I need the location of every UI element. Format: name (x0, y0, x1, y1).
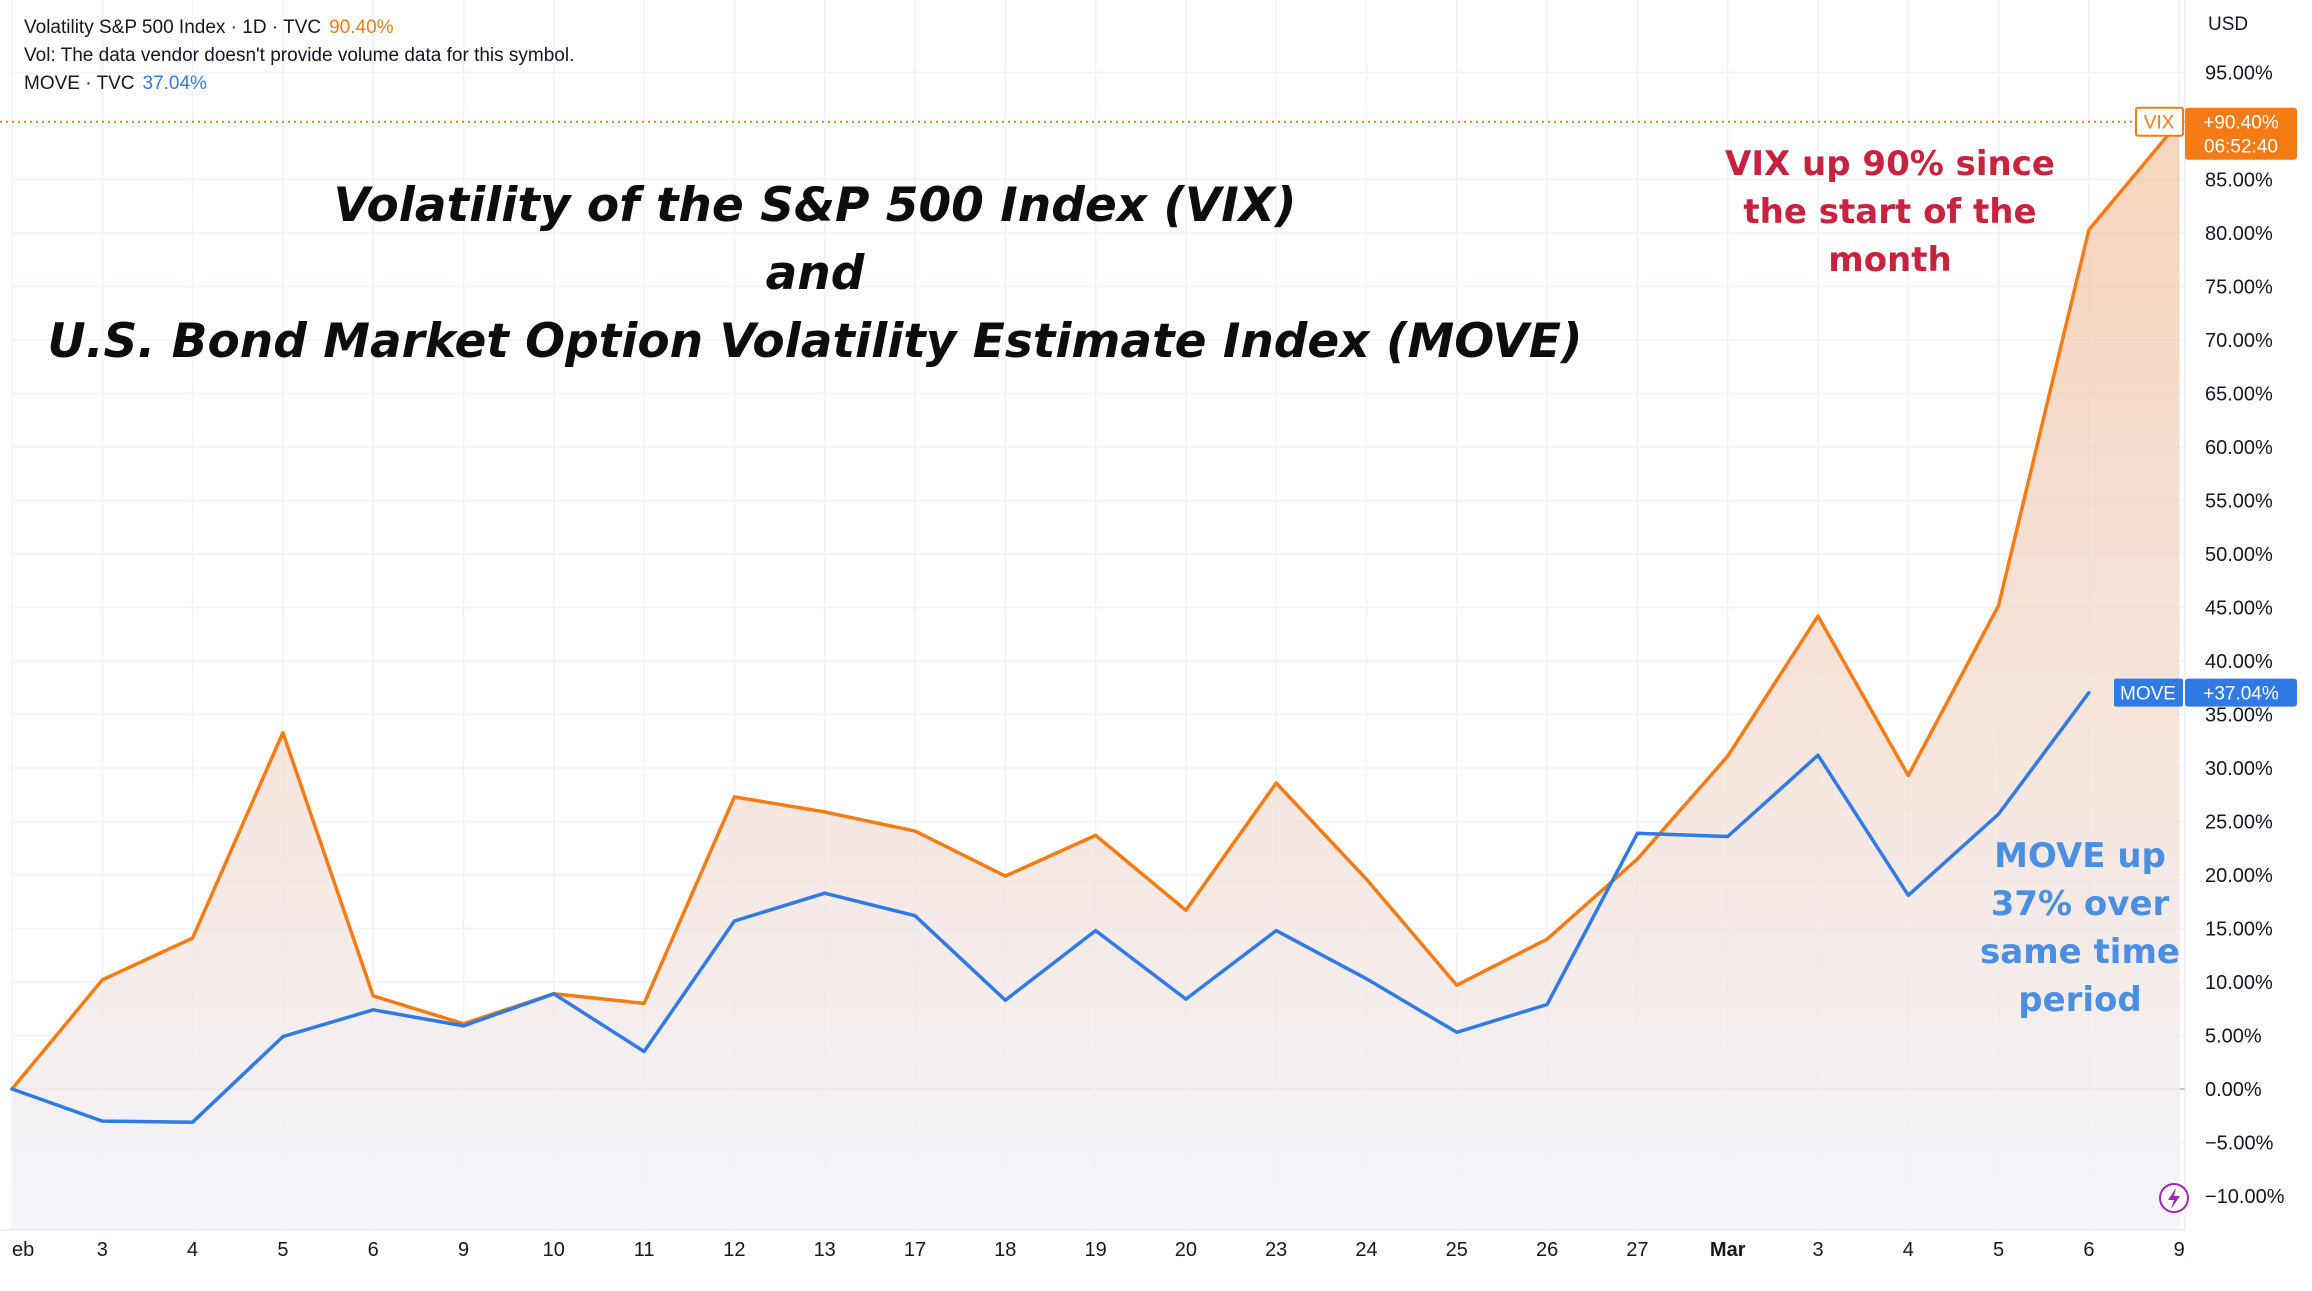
y-tick-label: 35.00% (2205, 705, 2273, 727)
y-tick-label: 85.00% (2205, 170, 2273, 192)
vix-note-line: the start of the (1680, 188, 2100, 236)
legend-vix-value: 90.40% (329, 17, 393, 38)
title-line-3: U.S. Bond Market Option Volatility Estim… (40, 308, 1590, 376)
chart-title: Volatility of the S&P 500 Index (VIX) an… (40, 172, 1590, 376)
move-price-label: +37.04% (2203, 684, 2279, 705)
legend-move-label: MOVE · TVC (24, 73, 135, 94)
y-tick-label: 55.00% (2205, 491, 2273, 513)
x-tick-label: 4 (187, 1239, 198, 1261)
y-tick-label: 30.00% (2205, 758, 2273, 780)
move-note-line: MOVE up (1935, 832, 2225, 880)
legend-move-row[interactable]: MOVE · TVC 37.04% (24, 70, 574, 98)
move-tag-label: MOVE (2120, 684, 2176, 705)
legend-move-value: 37.04% (143, 73, 207, 94)
y-tick-label: 50.00% (2205, 544, 2273, 566)
title-line-1: Volatility of the S&P 500 Index (VIX) (40, 172, 1590, 240)
vix-note-line: month (1680, 236, 2100, 284)
vix-note-line: VIX up 90% since (1680, 140, 2100, 188)
vix-annotation: VIX up 90% since the start of the month (1680, 140, 2100, 284)
x-tick-label: 19 (1084, 1239, 1106, 1261)
y-tick-label: 45.00% (2205, 598, 2273, 620)
y-tick-label: 5.00% (2205, 1026, 2262, 1048)
vix-tag-label: VIX (2144, 113, 2175, 134)
x-tick-label: 23 (1265, 1239, 1287, 1261)
x-tick-label: 9 (2174, 1239, 2185, 1261)
x-tick-label: 24 (1355, 1239, 1377, 1261)
x-tick-label: 12 (723, 1239, 745, 1261)
x-tick-label: 18 (994, 1239, 1016, 1261)
legend-vix-row[interactable]: Volatility S&P 500 Index · 1D · TVC 90.40… (24, 14, 574, 42)
x-tick-label: 3 (97, 1239, 108, 1261)
x-tick-label: 27 (1626, 1239, 1648, 1261)
event-icon[interactable] (2160, 1184, 2188, 1212)
y-tick-label: 75.00% (2205, 277, 2273, 299)
x-tick-label: 13 (814, 1239, 836, 1261)
y-tick-label: 70.00% (2205, 330, 2273, 352)
legend-vol-label: Vol: The data vendor doesn't provide vol… (24, 45, 574, 66)
y-tick-label: 40.00% (2205, 651, 2273, 673)
x-tick-label: 17 (904, 1239, 926, 1261)
vix-countdown-label: 06:52:40 (2204, 137, 2278, 158)
x-tick-label: 10 (543, 1239, 565, 1261)
legend: Volatility S&P 500 Index · 1D · TVC 90.40… (24, 14, 574, 98)
x-tick-label: eb (12, 1239, 34, 1261)
x-tick-label: 6 (368, 1239, 379, 1261)
legend-vol-row: Vol: The data vendor doesn't provide vol… (24, 42, 574, 70)
move-annotation: MOVE up 37% over same time period (1935, 832, 2225, 1024)
x-tick-label: Mar (1710, 1239, 1746, 1261)
legend-vix-label: Volatility S&P 500 Index · 1D · TVC (24, 17, 321, 38)
x-tick-label: 11 (634, 1239, 655, 1261)
x-tick-label: 4 (1903, 1239, 1914, 1261)
y-tick-label: 95.00% (2205, 63, 2273, 85)
y-tick-label: 60.00% (2205, 437, 2273, 459)
x-tick-label: 25 (1446, 1239, 1468, 1261)
currency-label[interactable]: USD (2208, 14, 2248, 36)
move-note-line: same time (1935, 928, 2225, 976)
x-tick-label: 5 (1993, 1239, 2004, 1261)
move-note-line: period (1935, 976, 2225, 1024)
y-tick-label: 65.00% (2205, 384, 2273, 406)
y-tick-label: −10.00% (2205, 1186, 2285, 1208)
x-tick-label: 5 (277, 1239, 288, 1261)
title-line-2: and (40, 240, 1590, 308)
vix-price-label: +90.40% (2203, 113, 2279, 134)
x-tick-label: 3 (1812, 1239, 1823, 1261)
move-note-line: 37% over (1935, 880, 2225, 928)
y-tick-label: 25.00% (2205, 812, 2273, 834)
x-tick-label: 20 (1175, 1239, 1197, 1261)
x-tick-label: 26 (1536, 1239, 1558, 1261)
y-tick-label: 0.00% (2205, 1079, 2262, 1101)
x-tick-label: 9 (458, 1239, 469, 1261)
y-tick-label: 80.00% (2205, 223, 2273, 245)
y-tick-label: −5.00% (2205, 1133, 2274, 1155)
x-tick-label: 6 (2083, 1239, 2094, 1261)
